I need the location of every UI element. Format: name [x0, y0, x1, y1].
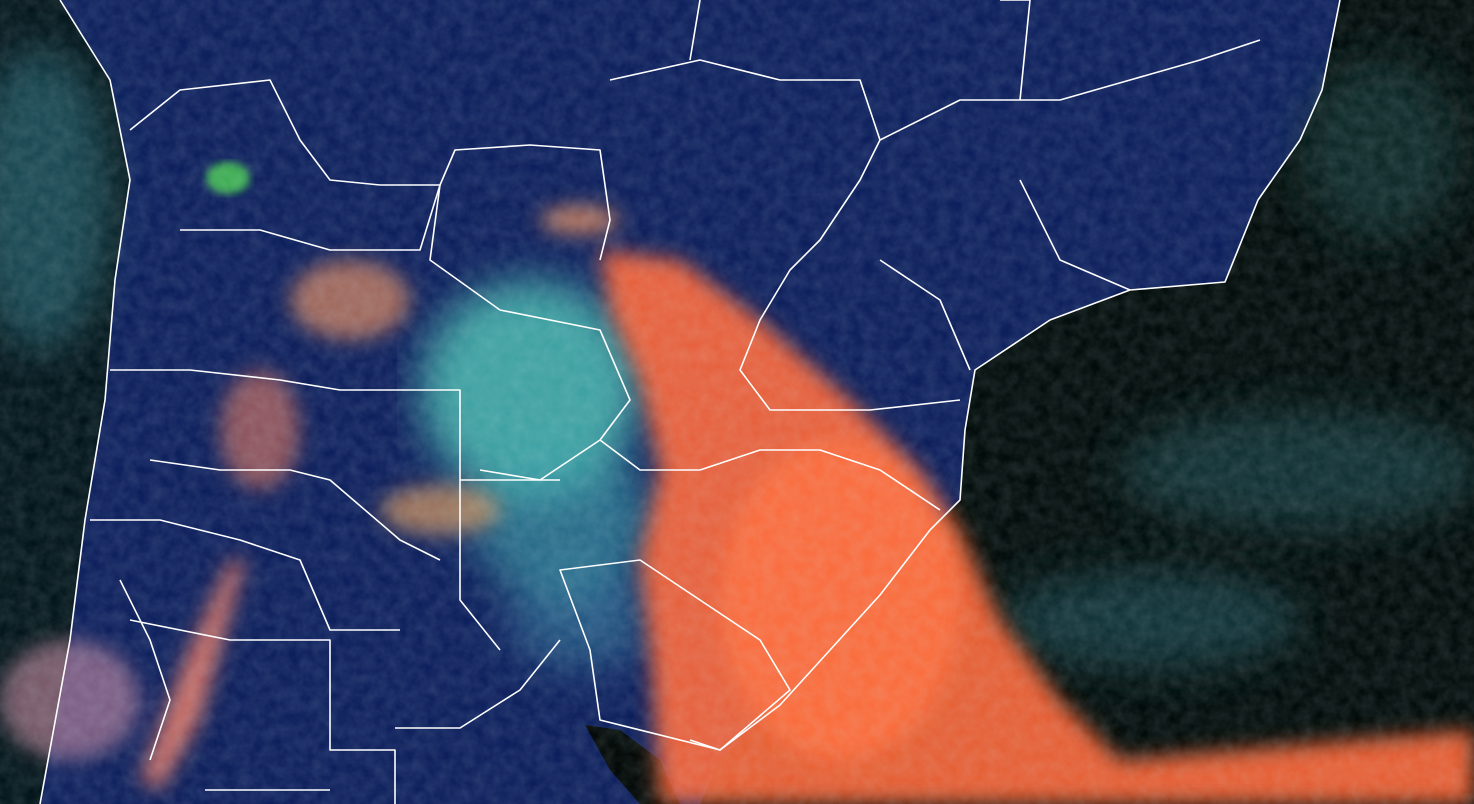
brazil-state-borders: [609, 0, 1261, 411]
brazil-coastline: [689, 0, 1341, 751]
argentina-province-borders: [90, 79, 561, 804]
argentina-brazil-border: [599, 439, 941, 511]
political-borders: [39, 0, 1341, 804]
paraguay-border: [429, 184, 631, 481]
chile-border: [39, 0, 131, 804]
uruguay-border: [559, 559, 791, 751]
